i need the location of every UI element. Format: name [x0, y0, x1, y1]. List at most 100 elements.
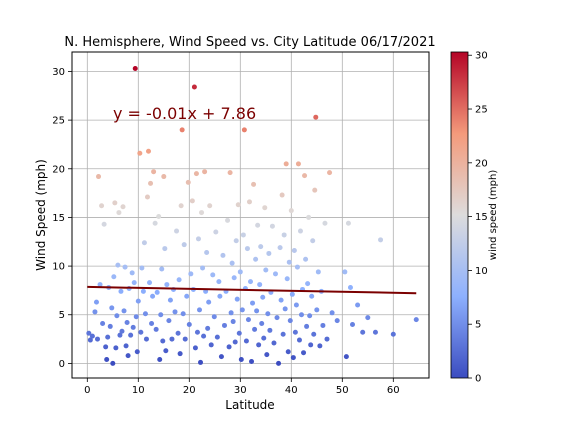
scatter-point	[289, 208, 294, 213]
scatter-point	[267, 328, 272, 333]
scatter-point	[181, 311, 186, 316]
scatter-point	[161, 174, 166, 179]
scatter-point	[244, 339, 249, 344]
colorbar	[451, 52, 468, 378]
scatter-point	[174, 229, 179, 234]
scatter-point	[190, 198, 195, 203]
scatter-point	[282, 232, 287, 237]
scatter-point	[307, 313, 312, 318]
scatter-point	[261, 336, 266, 341]
scatter-point	[92, 309, 97, 314]
scatter-point	[216, 279, 221, 284]
scatter-point	[304, 324, 309, 329]
y-tick-label: 0	[59, 359, 65, 370]
scatter-point	[173, 309, 178, 314]
scatter-point	[119, 329, 124, 334]
scatter-point	[348, 285, 353, 290]
scatter-point	[206, 300, 211, 305]
scatter-point	[163, 348, 168, 353]
scatter-point	[391, 332, 396, 337]
scatter-point	[310, 238, 315, 243]
scatter-point	[373, 330, 378, 335]
scatter-point	[335, 318, 340, 323]
scatter-point	[301, 350, 306, 355]
scatter-point	[302, 173, 307, 178]
scatter-point	[220, 253, 225, 258]
scatter-point	[149, 321, 154, 326]
scatter-point	[128, 333, 133, 338]
scatter-point	[187, 322, 192, 327]
scatter-point	[297, 338, 302, 343]
scatter-point	[283, 306, 288, 311]
scatter-point	[168, 298, 173, 303]
scatter-point	[118, 289, 123, 294]
scatter-point	[150, 294, 155, 299]
scatter-point	[231, 319, 236, 324]
scatter-point	[344, 354, 349, 359]
scatter-point	[162, 246, 167, 251]
scatter-point	[232, 275, 237, 280]
scatter-point	[316, 269, 321, 274]
scatter-point	[112, 200, 117, 205]
scatter-point	[157, 357, 162, 362]
scatter-point	[285, 276, 290, 281]
scatter-point	[95, 337, 100, 342]
scatter-point	[255, 223, 260, 228]
y-tick-label: 5	[59, 310, 65, 321]
scatter-point	[254, 308, 259, 313]
scatter-point	[227, 344, 232, 349]
scatter-point	[299, 312, 304, 317]
scatter-point	[292, 248, 297, 253]
scatter-point	[103, 344, 108, 349]
scatter-point	[253, 257, 258, 262]
colorbar-tick-label: 5	[475, 320, 481, 331]
scatter-point	[234, 238, 239, 243]
scatter-point	[200, 266, 205, 271]
scatter-point	[158, 312, 163, 317]
scatter-point	[325, 337, 330, 342]
scatter-point	[156, 214, 161, 219]
scatter-point	[136, 299, 141, 304]
scatter-point	[159, 267, 164, 272]
scatter-point	[215, 335, 220, 340]
x-tick-label: 40	[285, 385, 298, 396]
scatter-point	[327, 170, 332, 175]
scatter-point	[179, 203, 184, 208]
scatter-point	[330, 310, 335, 315]
scatter-point	[309, 294, 314, 299]
scatter-point	[147, 280, 152, 285]
y-axis-label: Wind Speed (mph)	[34, 159, 48, 271]
y-tick-label: 30	[52, 67, 65, 78]
scatter-point	[110, 361, 115, 366]
scatter-point	[236, 202, 241, 207]
scatter-point	[281, 332, 286, 337]
scatter-point	[100, 321, 105, 326]
scatter-point	[306, 215, 311, 220]
scatter-point	[105, 335, 110, 340]
scatter-point	[166, 318, 171, 323]
scatter-point	[138, 330, 143, 335]
scatter-point	[102, 222, 107, 227]
scatter-point	[108, 324, 113, 329]
scatter-point	[142, 240, 147, 245]
scatter-point	[115, 263, 120, 268]
scatter-point	[276, 361, 281, 366]
scatter-point	[241, 232, 246, 237]
scatter-point	[143, 311, 148, 316]
scatter-point	[114, 313, 119, 318]
scatter-point	[219, 354, 224, 359]
scatter-point	[260, 295, 265, 300]
scatter-point	[132, 280, 137, 285]
scatter-point	[126, 353, 131, 358]
scatter-point	[199, 210, 204, 215]
scatter-point	[230, 261, 235, 266]
scatter-point	[169, 337, 174, 342]
scatter-point	[153, 221, 158, 226]
scatter-point	[303, 257, 308, 262]
x-tick-label: 60	[387, 385, 400, 396]
x-tick-label: 20	[183, 385, 196, 396]
scatter-point	[196, 236, 201, 241]
scatter-point	[317, 343, 322, 348]
x-tick-label: 30	[234, 385, 247, 396]
